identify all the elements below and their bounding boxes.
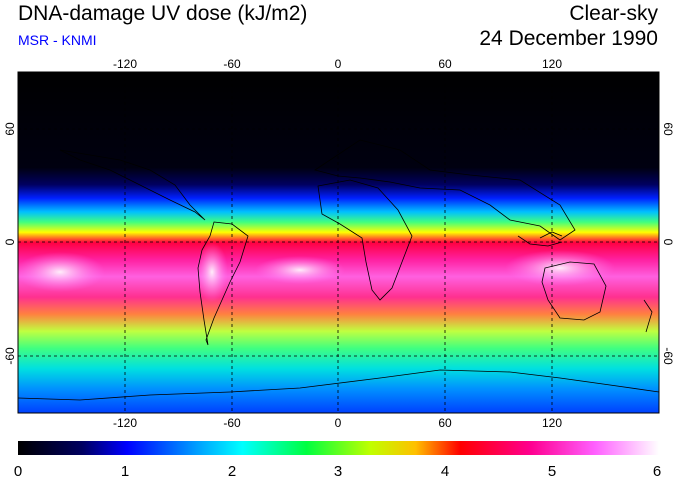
lat-labels-right: 60 0 -60	[661, 122, 675, 365]
lon-tick-bottom: 60	[438, 416, 452, 430]
lon-tick-top: -60	[223, 57, 241, 71]
colorbar-labels: 0 1 2 3 4 5 6	[14, 463, 661, 480]
lat-tick-left: 60	[3, 122, 17, 136]
colorbar	[18, 441, 659, 455]
hotspot-andes	[196, 242, 228, 302]
lat-tick-left: -60	[3, 347, 17, 365]
new-zealand-coast	[643, 299, 653, 333]
lon-tick-bottom: 0	[335, 416, 342, 430]
lon-labels-bottom: -120 -60 0 60 120	[113, 416, 562, 430]
map-title: DNA-damage UV dose (kJ/m2)	[18, 2, 308, 25]
lat-labels-left: 60 0 -60	[3, 122, 17, 365]
eurasia-coast	[314, 139, 576, 241]
lat-tick-right: 0	[661, 239, 675, 246]
lon-tick-top: -120	[113, 57, 137, 71]
map-frame	[17, 71, 660, 414]
lat-tick-right: 60	[661, 122, 675, 136]
hotspot-pacific	[18, 252, 105, 292]
colorbar-label: 1	[121, 463, 129, 480]
lat-tick-left: 0	[3, 238, 17, 245]
lon-tick-bottom: 120	[542, 416, 562, 430]
africa-coast	[317, 179, 413, 301]
colorbar-label: 6	[653, 463, 661, 480]
coastlines	[18, 139, 659, 401]
australia-coast	[541, 261, 607, 321]
north-america-coast	[59, 149, 206, 221]
lon-tick-top: 120	[542, 57, 562, 71]
lon-tick-bottom: -120	[113, 416, 137, 430]
map-date: 24 December 1990	[479, 27, 658, 50]
colorbar-label: 3	[334, 463, 342, 480]
colorbar-label: 4	[441, 463, 449, 480]
colorbar-label: 0	[14, 463, 22, 480]
uv-field	[18, 72, 659, 413]
lon-tick-top: 0	[335, 57, 342, 71]
lon-tick-top: 60	[438, 57, 452, 71]
south-america-coast	[197, 221, 249, 346]
hotspot-atlantic	[255, 256, 345, 284]
lat-tick-right: -60	[661, 347, 675, 365]
colorbar-label: 2	[228, 463, 236, 480]
hotspot-indian	[505, 250, 615, 286]
lon-tick-bottom: -60	[223, 416, 241, 430]
sky-condition: Clear-sky	[569, 2, 658, 25]
graticule	[18, 72, 659, 413]
colorbar-label: 5	[548, 463, 556, 480]
indonesia-coast	[517, 231, 563, 247]
lon-labels-top: -120 -60 0 60 120	[113, 57, 562, 71]
antarctica-coast	[18, 369, 659, 401]
source-label: MSR - KNMI	[18, 32, 97, 48]
